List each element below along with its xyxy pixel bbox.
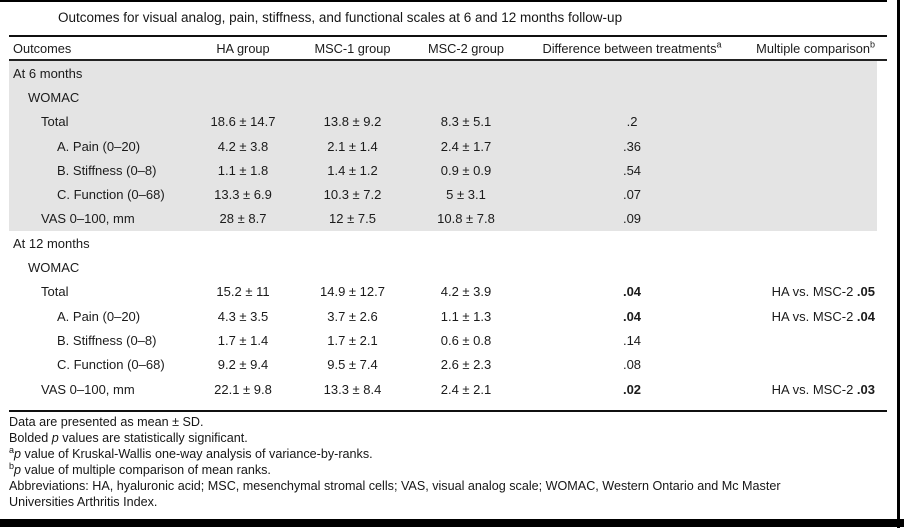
rule-below-header [9, 59, 887, 61]
row-label: At 12 months [13, 235, 90, 251]
footnote-abbreviations-continued: Universities Arthritis Index. [9, 495, 158, 509]
row-label: Total [41, 114, 69, 130]
footnote-bolded-p: Bolded p values are statistically signif… [9, 431, 248, 445]
header-ha-group: HA group [216, 41, 270, 56]
row-label: WOMAC [28, 89, 80, 105]
diff-value: .07 [622, 187, 642, 203]
row-label: WOMAC [28, 260, 80, 276]
ha-value: 1.1 ± 1.8 [217, 162, 269, 178]
table-row-function-12: C. Function (0–68) 9.2 ± 9.4 9.5 ± 7.4 2… [9, 353, 877, 377]
row-label: B. Stiffness (0–8) [57, 332, 157, 348]
superscript-a: a [9, 444, 15, 455]
row-label: VAS 0–100, mm [41, 211, 135, 227]
msc1-value: 3.7 ± 2.6 [327, 308, 378, 324]
table-row-function-6: C. Function (0–68) 13.3 ± 6.9 10.3 ± 7.2… [9, 182, 877, 207]
frame-top-line [0, 0, 887, 2]
msc1-value: 10.3 ± 7.2 [323, 187, 382, 203]
diff-value: .08 [622, 357, 642, 373]
superscript-b: b [869, 39, 875, 50]
row-label: C. Function (0–68) [57, 357, 165, 373]
table-row-stiffness-6: B. Stiffness (0–8) 1.1 ± 1.8 1.4 ± 1.2 0… [9, 158, 877, 183]
diff-value: .2 [626, 114, 638, 130]
table-row-pain-12: A. Pain (0–20) 4.3 ± 3.5 3.7 ± 2.6 1.1 ±… [9, 304, 877, 328]
ha-value: 28 ± 8.7 [219, 211, 267, 227]
msc1-value: 1.7 ± 2.1 [327, 332, 378, 348]
msc2-value: 10.8 ± 7.8 [437, 211, 495, 227]
msc2-value: 2.6 ± 2.3 [440, 357, 492, 373]
msc1-value: 9.5 ± 7.4 [327, 357, 378, 373]
msc1-value: 1.4 ± 1.2 [327, 162, 378, 178]
diff-value: .54 [622, 162, 642, 178]
row-label: A. Pain (0–20) [57, 308, 141, 324]
diff-value: .09 [622, 211, 642, 227]
superscript-b: b [9, 460, 15, 471]
ha-value: 22.1 ± 9.8 [214, 381, 272, 397]
footnote-mean-sd: Data are presented as mean ± SD. [9, 415, 204, 429]
msc1-value: 12 ± 7.5 [329, 211, 376, 227]
frame-bottom-line [0, 519, 904, 527]
table-row-at-12-months: At 12 months [9, 231, 877, 255]
msc1-value: 13.8 ± 9.2 [323, 114, 382, 130]
table-row-at-6-months: At 6 months [9, 61, 877, 86]
table-row-total-12: Total 15.2 ± 11 14.9 ± 12.7 4.2 ± 3.9 .0… [9, 280, 877, 304]
footnote-kruskal-wallis: ap value of Kruskal-Wallis one-way analy… [9, 444, 373, 461]
row-label: VAS 0–100, mm [41, 381, 135, 397]
header-difference: Difference between treatmentsa [542, 39, 722, 56]
ha-value: 18.6 ± 14.7 [210, 114, 276, 130]
footnotes: Data are presented as mean ± SD. Bolded … [9, 414, 887, 510]
msc1-value: 2.1 ± 1.4 [327, 138, 378, 154]
row-label: Total [41, 284, 69, 300]
row-label: At 6 months [13, 65, 83, 81]
table-row-pain-6: A. Pain (0–20) 4.2 ± 3.8 2.1 ± 1.4 2.4 ±… [9, 133, 877, 159]
msc2-value: 0.9 ± 0.9 [440, 162, 492, 178]
header-multiple-comparison: Multiple comparisonb [756, 39, 875, 56]
table-row-vas-6: VAS 0–100, mm 28 ± 8.7 12 ± 7.5 10.8 ± 7… [9, 206, 877, 232]
table-title: Outcomes for visual analog, pain, stiffn… [58, 10, 623, 25]
msc2-value: 2.4 ± 1.7 [440, 138, 492, 154]
row-label: B. Stiffness (0–8) [57, 162, 157, 178]
diff-value: .02 [622, 381, 642, 397]
ha-value: 4.3 ± 3.5 [217, 308, 269, 324]
frame-right-line [897, 0, 900, 528]
msc2-value: 8.3 ± 5.1 [440, 114, 492, 130]
header-outcomes: Outcomes [13, 41, 72, 56]
header-msc2-group: MSC-2 group [427, 41, 505, 56]
mult-value: HA vs. MSC-2 .03 [771, 381, 875, 397]
msc1-value: 13.3 ± 8.4 [323, 381, 382, 397]
mult-value: HA vs. MSC-2 .05 [771, 284, 875, 300]
rule-below-title [9, 35, 887, 37]
mult-value: HA vs. MSC-2 .04 [771, 308, 875, 324]
superscript-a: a [716, 39, 722, 50]
table-row-womac-12: WOMAC [9, 255, 877, 279]
table-row-vas-12: VAS 0–100, mm 22.1 ± 9.8 13.3 ± 8.4 2.4 … [9, 377, 877, 401]
ha-value: 4.2 ± 3.8 [217, 138, 269, 154]
footnote-abbreviations: Abbreviations: HA, hyaluronic acid; MSC,… [9, 479, 781, 493]
table-row-stiffness-12: B. Stiffness (0–8) 1.7 ± 1.4 1.7 ± 2.1 0… [9, 328, 877, 352]
ha-value: 1.7 ± 1.4 [217, 332, 269, 348]
msc2-value: 0.6 ± 0.8 [440, 332, 492, 348]
diff-value: .04 [622, 308, 642, 324]
ha-value: 15.2 ± 11 [216, 284, 270, 300]
table-row-total-6: Total 18.6 ± 14.7 13.8 ± 9.2 8.3 ± 5.1 .… [9, 109, 877, 134]
table-row-womac-6: WOMAC [9, 85, 877, 110]
table-header-row: Outcomes HA group MSC-1 group MSC-2 grou… [9, 38, 877, 59]
msc2-value: 2.4 ± 2.1 [440, 381, 492, 397]
msc2-value: 1.1 ± 1.3 [440, 308, 492, 324]
header-msc1-group: MSC-1 group [314, 41, 391, 56]
ha-value: 13.3 ± 6.9 [214, 187, 272, 203]
footnote-mean-ranks: bp value of multiple comparison of mean … [9, 460, 271, 477]
row-label: C. Function (0–68) [57, 187, 165, 203]
row-label: A. Pain (0–20) [57, 138, 141, 154]
rule-above-footnotes [9, 410, 887, 412]
ha-value: 9.2 ± 9.4 [217, 357, 269, 373]
table-body: At 6 months WOMAC Total 18.6 ± 14.7 13.8… [9, 61, 877, 401]
diff-value: .04 [622, 284, 642, 300]
msc1-value: 14.9 ± 12.7 [320, 284, 385, 300]
msc2-value: 4.2 ± 3.9 [440, 284, 492, 300]
msc2-value: 5 ± 3.1 [446, 187, 486, 203]
diff-value: .36 [622, 138, 642, 154]
diff-value: .14 [622, 332, 642, 348]
